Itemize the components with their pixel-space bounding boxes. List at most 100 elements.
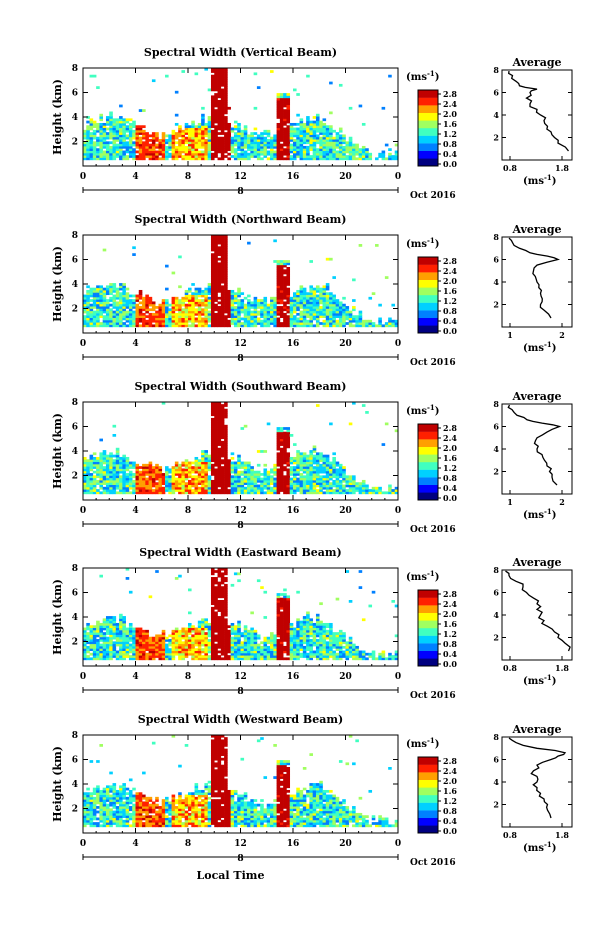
heatmap-cell (250, 319, 254, 323)
heatmap-cell (247, 134, 251, 138)
heatmap-cell (319, 456, 323, 460)
heatmap-cell (142, 148, 146, 151)
heatmap-cell (155, 489, 159, 492)
heatmap-cell (227, 122, 231, 126)
heatmap-cell (276, 319, 281, 323)
heatmap-cell (266, 475, 271, 479)
heatmap-cell (181, 129, 186, 133)
heatmap-cell (109, 296, 113, 300)
heatmap-cell (142, 648, 146, 651)
heatmap-cell (109, 482, 113, 485)
heatmap-cell (214, 468, 218, 472)
heatmap-cell (96, 625, 100, 629)
heatmap-cell (342, 308, 346, 312)
avg-unit-text: (ms (523, 176, 544, 187)
heatmap-cell (224, 95, 228, 99)
heatmap-cell (220, 100, 225, 103)
heatmap-cell (155, 655, 159, 658)
heatmap-cell (279, 283, 284, 286)
heatmap-cell (151, 473, 156, 476)
heatmap-cell (227, 484, 231, 488)
heatmap-cell (217, 136, 222, 140)
heatmap-cell (319, 152, 323, 156)
heatmap-cell (296, 450, 300, 453)
heatmap-cell (142, 486, 146, 490)
heatmap-cell (286, 155, 291, 158)
heatmap-cell (188, 479, 192, 483)
heatmap-cell (128, 625, 133, 629)
heatmap-cell (122, 312, 126, 316)
heatmap-cell (260, 491, 264, 495)
heatmap-cell (171, 148, 176, 151)
avg-x-tick-label: 1 (507, 497, 513, 507)
heatmap-cell (184, 459, 189, 463)
heatmap-cell (119, 652, 123, 656)
heatmap-cell (214, 278, 218, 282)
heatmap-cell (161, 308, 166, 312)
heatmap-cell (220, 152, 225, 156)
heatmap-cell (184, 129, 189, 133)
heatmap-cell (270, 310, 274, 314)
heatmap-cell (224, 127, 228, 131)
heatmap-cell (214, 129, 218, 133)
heatmap-cell (92, 655, 97, 658)
heatmap-cell (201, 299, 205, 302)
heatmap-cell (197, 308, 202, 312)
heatmap-cell (224, 257, 228, 261)
colorbar-tick-label: 0.8 (443, 139, 457, 149)
heatmap-cell (188, 145, 192, 149)
heatmap-cell (86, 306, 90, 309)
heatmap-cell (132, 136, 136, 140)
heatmap-cell (161, 310, 166, 314)
heatmap-cell (122, 152, 126, 156)
heatmap-cell (322, 294, 327, 298)
heatmap-cell (253, 308, 258, 312)
heatmap-cell (283, 438, 287, 442)
heatmap-cell (168, 152, 172, 156)
heatmap-cell (178, 322, 182, 325)
heatmap-cell (276, 477, 281, 481)
heatmap-cell (178, 652, 182, 656)
heatmap-cell (283, 113, 287, 117)
heatmap-cell (276, 317, 281, 321)
heatmap-cell (174, 629, 179, 633)
heatmap-cell (279, 111, 284, 115)
heatmap-cell (165, 484, 169, 488)
heatmap-cell (283, 324, 287, 328)
heatmap-cell (394, 157, 399, 161)
heatmap-cell (227, 491, 231, 495)
heatmap-cell (220, 285, 225, 289)
x-tick-label: 20 (339, 506, 352, 516)
heatmap-cell (210, 454, 215, 458)
heatmap-cell (138, 125, 143, 129)
heatmap-cell (115, 643, 120, 647)
heatmap-cell (237, 315, 241, 318)
heatmap-cell (194, 136, 199, 140)
heatmap-cell (135, 129, 140, 133)
heatmap-cell (273, 139, 277, 142)
heatmap-cell (276, 283, 281, 286)
heatmap-cell (201, 491, 205, 495)
heatmap-cell (312, 152, 317, 156)
avg-y-tick-label: 8 (493, 399, 499, 409)
heatmap-cell (391, 155, 396, 158)
heatmap-cell (83, 324, 87, 328)
heatmap-cell (322, 285, 327, 289)
heatmap-cell (279, 118, 284, 122)
heatmap-cell (201, 473, 205, 476)
heatmap-cell (142, 470, 146, 474)
heatmap-cell (102, 491, 107, 495)
heatmap-cell (210, 292, 215, 296)
colorbar-tick-label: 2.4 (443, 99, 457, 109)
heatmap-cell (151, 79, 156, 83)
heatmap-cell (224, 486, 228, 490)
heatmap-cell (109, 466, 113, 469)
heatmap-cell (210, 440, 215, 444)
heatmap-cell (253, 319, 258, 323)
heatmap-cell (191, 136, 195, 140)
heatmap-cell (89, 289, 94, 293)
heatmap-cell (102, 127, 107, 131)
heatmap-cell (119, 127, 123, 131)
heatmap-cell (210, 429, 215, 433)
heatmap-cell (243, 308, 248, 312)
